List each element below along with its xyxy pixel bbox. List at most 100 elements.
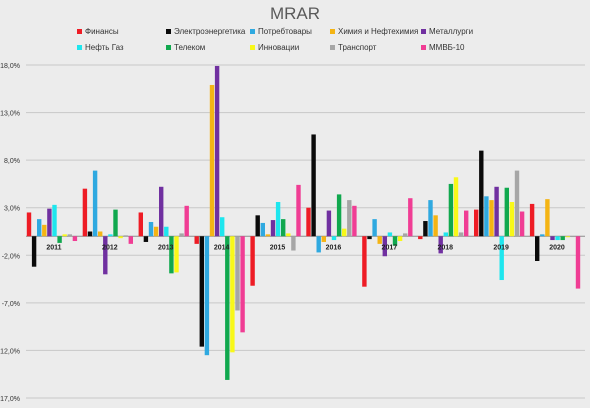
bar [281,219,286,237]
bar [220,217,225,237]
bar [209,84,215,237]
bar [214,65,220,237]
legend-item: Финансы [77,27,119,36]
x-tick-label: 2019 [493,244,509,251]
legend-item: Телеком [166,43,205,52]
bar [169,236,174,274]
bar [123,235,128,237]
bar [519,211,525,237]
bar [403,233,408,237]
bar [347,200,352,237]
legend-label: Телеком [174,43,206,52]
x-tick-label: 2013 [158,244,174,251]
bar [448,183,454,237]
legend-item: Инновации [250,43,299,52]
x-tick-label: 2012 [102,244,118,251]
bar [387,232,393,237]
legend-label: Потребтовары [258,27,312,36]
y-tick-label: -12,0% [0,348,20,355]
bar [235,236,240,311]
bar [550,236,555,241]
bar [342,228,347,237]
bar [62,234,67,237]
legend-label: Химия и Нефтехимия [338,27,419,36]
bar [225,236,230,380]
bar [535,236,540,261]
legend-swatch [421,29,426,35]
bar [291,236,296,251]
bar [67,234,72,237]
bar [575,236,581,289]
bar [82,188,88,237]
legend-label: Электроэнергетика [174,27,246,36]
bar [174,236,179,273]
legend-item: ММВБ-10 [421,43,464,52]
y-tick-label: 8,0% [4,158,20,165]
bar [453,177,459,237]
bar [565,236,570,238]
x-tick-label: 2018 [437,244,453,251]
legend-label: Нефть Газ [85,43,124,52]
y-tick-label: -7,0% [2,301,20,308]
bar [321,236,326,242]
legend-item: Металлурги [421,27,473,36]
bar [331,236,337,241]
legend-swatch [250,45,255,51]
y-tick-label: 13,0% [0,111,20,118]
y-tick-label: 3,0% [4,206,20,213]
bar [570,236,576,238]
bar [509,202,515,237]
bar [464,210,469,237]
y-tick-label: 18,0% [0,63,20,70]
bar [143,236,149,242]
legend-swatch [166,45,171,51]
legend-swatch [77,29,82,35]
bar [240,236,245,333]
x-tick-label: 2017 [382,244,398,251]
legend-item: Нефть Газ [77,43,124,52]
bar [311,134,316,237]
bar [113,209,118,237]
bar [265,234,271,237]
bar [250,236,255,286]
bar [57,236,62,243]
bar [529,203,535,237]
bar [418,236,423,240]
bar [103,236,108,275]
bar [199,236,204,347]
bar [194,236,199,244]
legend-swatch [250,29,255,35]
y-tick-label: -2,0% [2,253,20,260]
legend-swatch [77,45,82,51]
bar [555,236,560,241]
x-tick-label: 2014 [214,244,230,251]
bar [540,234,545,237]
bar [423,221,428,237]
bar [159,186,164,237]
bar [138,212,143,237]
legend-item: Химия и Нефтехимия [330,27,418,36]
bar [458,232,464,237]
legend-swatch [330,29,335,35]
bar [52,204,57,237]
bar [433,215,438,237]
bar [275,202,281,237]
legend-label: Транспорт [338,43,377,52]
bar [443,232,448,237]
bar [397,236,403,242]
bar [372,219,377,237]
bar [484,196,489,237]
bar [255,215,260,237]
bar [98,231,103,237]
legend-label: Металлурги [429,27,474,36]
bar [153,226,159,237]
bar [474,209,479,237]
bar [286,233,291,237]
bar [392,236,398,246]
bar [128,236,133,244]
legend-label: Финансы [85,27,119,36]
bar [179,233,184,237]
legend-label: Инновации [258,43,300,52]
chart-title: MRAR [269,4,321,23]
